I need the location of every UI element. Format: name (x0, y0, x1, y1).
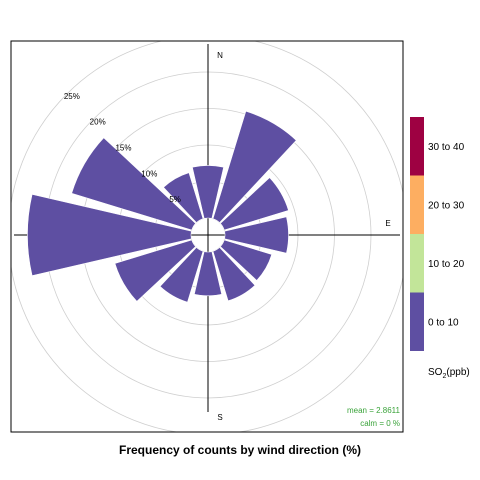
chart-title: Frequency of counts by wind direction (%… (119, 443, 361, 457)
legend-title: SO2(ppb) (428, 367, 470, 380)
legend-item-label: 0 to 10 (428, 317, 459, 328)
wind-bar (163, 172, 204, 223)
wind-bar (71, 137, 196, 231)
panel-border (10, 40, 404, 433)
legend-swatch (410, 175, 424, 234)
wind-bar (159, 247, 204, 303)
legend-item-label: 30 to 40 (428, 142, 465, 153)
wind-bar (27, 194, 192, 276)
wind-bar (212, 247, 256, 302)
direction-bars (27, 110, 297, 303)
legend-item-label: 10 to 20 (428, 259, 465, 270)
wind-bar (193, 251, 223, 297)
wind-bar (212, 110, 297, 223)
legend-swatch (410, 292, 424, 351)
ring-label: 10% (141, 169, 157, 178)
legend: 30 to 40 20 to 30 10 to 20 0 to 10 (410, 117, 465, 351)
ring-label: 20% (90, 118, 106, 127)
ring-label: 25% (64, 92, 80, 101)
ring-label: 5% (169, 195, 181, 204)
mean-stat: mean = 2.8611 (347, 406, 401, 415)
wind-bar (191, 165, 225, 219)
calm-stat: calm = 0 % (360, 419, 400, 428)
legend-swatch (410, 117, 424, 176)
compass-label-n: N (217, 51, 223, 60)
ring-labels: 5% 10% 15% 20% 25% (64, 92, 181, 204)
ring-label: 15% (115, 144, 131, 153)
compass-label-s: S (217, 413, 222, 422)
compass-label-e: E (385, 219, 390, 228)
wind-bar (114, 239, 196, 302)
wind-bar (220, 177, 289, 231)
wind-bar (224, 216, 289, 254)
wind-bar (220, 239, 273, 281)
legend-swatch (410, 234, 424, 293)
legend-item-label: 20 to 30 (428, 200, 465, 211)
plot-panel: 5% 10% 15% 20% 25% N E S mean = 2.8611 calm … (10, 40, 404, 433)
